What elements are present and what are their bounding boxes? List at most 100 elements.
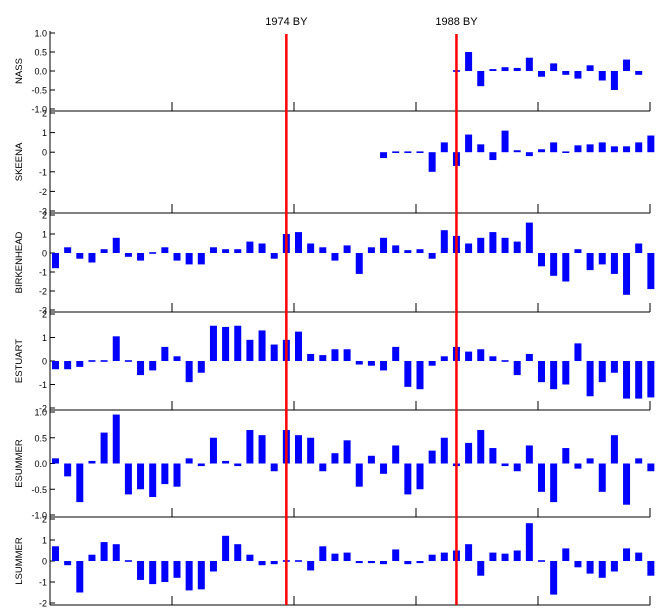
bar	[562, 548, 570, 561]
bar	[538, 253, 545, 267]
bar	[88, 360, 96, 362]
bar	[501, 67, 509, 71]
bar	[574, 561, 582, 568]
bar	[538, 71, 545, 77]
bar	[635, 361, 643, 399]
panel-label: SKEENA	[14, 142, 25, 181]
bar	[513, 463, 521, 472]
bar	[197, 361, 205, 373]
bar	[319, 546, 327, 561]
bar	[440, 356, 448, 361]
bar	[380, 561, 388, 565]
y-tick-label: 0.0	[34, 459, 47, 469]
bar	[246, 430, 254, 464]
bar	[428, 361, 436, 366]
bar	[343, 349, 351, 361]
bar	[635, 71, 643, 75]
bar	[538, 463, 545, 492]
bar	[416, 561, 424, 564]
bar	[623, 463, 631, 505]
bar	[100, 360, 108, 362]
bar	[477, 71, 485, 87]
bar	[173, 253, 181, 261]
bar	[501, 463, 509, 467]
y-tick-label: -0.5	[31, 485, 47, 495]
y-tick-label: 0	[42, 249, 47, 259]
bar	[489, 69, 497, 71]
bar	[355, 361, 363, 365]
bar	[380, 237, 388, 253]
bar	[331, 553, 339, 561]
bar	[392, 549, 400, 561]
bar	[647, 135, 655, 153]
y-tick-label: 1	[42, 128, 47, 138]
bar	[477, 144, 485, 153]
y-tick-label: -3	[39, 306, 47, 316]
bar	[513, 241, 521, 253]
bar	[623, 361, 631, 399]
bar	[465, 52, 473, 71]
bar	[52, 546, 59, 561]
bar	[100, 542, 108, 561]
bar	[465, 351, 473, 361]
bar	[52, 253, 59, 269]
bar	[209, 325, 217, 361]
bar	[173, 561, 181, 578]
bar	[258, 330, 266, 361]
bar	[222, 460, 230, 464]
bar	[525, 523, 533, 561]
bar	[428, 554, 436, 561]
bar	[161, 463, 169, 485]
bar	[270, 561, 278, 565]
bar	[610, 146, 618, 153]
bar	[295, 232, 302, 253]
panel-esummer: 1.0 0.5 0.0 -0.5 -1.0 ESUMMER	[14, 408, 655, 521]
bar	[416, 249, 424, 253]
bar	[234, 544, 242, 561]
bar	[610, 71, 618, 90]
bar	[623, 59, 631, 71]
bar	[161, 561, 169, 582]
y-tick-label: -1	[39, 167, 47, 177]
bar	[209, 561, 217, 572]
bar	[112, 414, 120, 464]
bar	[124, 253, 132, 257]
bar	[161, 346, 169, 361]
bar	[647, 463, 655, 472]
bar	[477, 561, 485, 576]
bar	[610, 435, 618, 464]
bar	[173, 463, 181, 487]
bar	[416, 151, 424, 153]
bar	[185, 361, 193, 383]
bar	[137, 253, 145, 261]
bar	[222, 326, 230, 361]
bar	[465, 134, 473, 153]
bar	[137, 463, 145, 490]
bar	[295, 435, 302, 464]
bar	[331, 453, 339, 464]
y-tick-label: 0	[42, 557, 47, 567]
bar	[367, 361, 375, 366]
bar	[392, 245, 400, 253]
bar	[574, 145, 582, 153]
bar	[404, 561, 412, 565]
bar	[623, 146, 631, 153]
bar	[477, 237, 485, 253]
bar	[550, 142, 558, 153]
panel-skeena: 2 1 0 -1 -2 -3 SKEENA	[14, 109, 655, 217]
bar	[440, 142, 448, 153]
bar	[295, 331, 302, 361]
bar	[440, 437, 448, 464]
bar	[550, 361, 558, 390]
bar	[307, 437, 315, 464]
bar	[343, 552, 351, 561]
bar	[88, 253, 96, 263]
bar	[64, 463, 72, 477]
bar	[623, 253, 631, 295]
bar	[392, 445, 400, 464]
bar	[100, 432, 108, 464]
bar	[562, 71, 570, 75]
y-tick-label: -1.0	[31, 105, 47, 115]
bar	[416, 361, 424, 390]
bar	[647, 253, 655, 290]
